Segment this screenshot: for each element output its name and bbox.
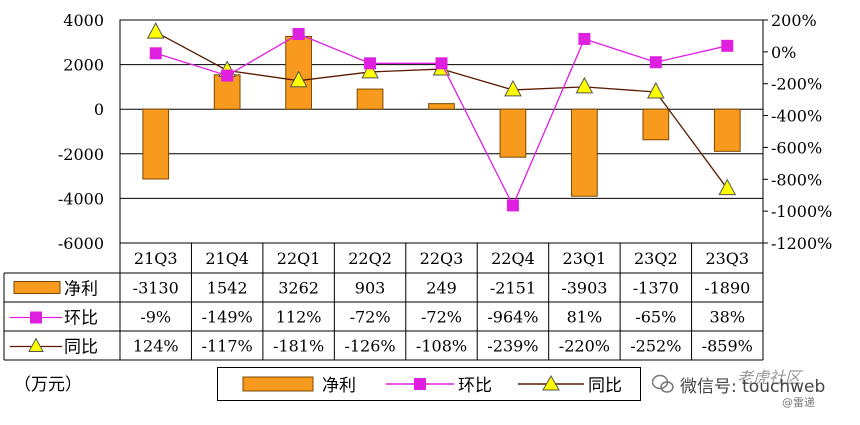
point-hb-23Q2 [649,56,662,69]
bar-series-net-profit [142,35,741,197]
right-tick-label: -800% [771,170,822,189]
bar-21Q3 [142,108,170,180]
right-tick-label: -1200% [771,234,832,253]
right-tick-label: 0% [771,43,796,62]
point-hb-22Q1 [292,28,305,41]
bar-23Q1 [571,108,598,197]
axes: 4000 2000 0 -2000 -4000 -6000 200% 0% -200% -400%… [58,11,832,253]
point-tb-22Q4 [504,79,522,97]
bar-21Q4 [213,74,241,110]
point-hb-23Q3 [721,39,734,52]
data-label: -859% [702,337,753,356]
point-hb-23Q1 [578,32,591,45]
data-label: -126% [344,337,395,356]
bar-23Q2 [642,108,670,141]
left-tick-label: 4000 [63,11,104,30]
category-label: 23Q1 [563,249,607,268]
data-label: 903 [355,279,386,298]
category-label: 22Q1 [277,249,321,268]
point-tb-21Q3 [146,22,165,39]
data-label: 124% [133,337,179,356]
data-label: -3130 [133,279,179,298]
data-label: -964% [487,308,538,327]
point-hb-21Q3 [149,47,162,60]
right-tick-label: -200% [771,75,822,94]
data-label: 3262 [278,279,319,298]
table-key-bar [13,281,61,294]
data-label: -72% [421,308,462,327]
watermark-text: 微信号: touchweb [680,377,826,397]
point-tb-23Q3 [718,178,737,196]
data-label: 112% [276,308,322,327]
bar-22Q2 [356,88,384,110]
right-tick-label: -400% [771,107,822,126]
data-label: 249 [426,279,457,298]
data-label: -9% [140,308,171,327]
watermark-sub: @雷递 [782,396,815,409]
point-tb-22Q1 [289,70,308,88]
data-label: -3903 [561,279,607,298]
table-key-square [30,311,42,324]
category-label: 22Q4 [491,249,535,268]
bar-22Q4 [499,108,527,158]
data-label: -239% [487,337,538,356]
data-label: -220% [559,337,610,356]
left-tick-label: 2000 [63,56,104,75]
data-label: -65% [635,308,676,327]
point-tb-22Q2 [361,61,379,79]
right-tick-label: -600% [771,138,822,157]
point-hb-22Q4 [506,199,519,212]
watermark: 老虎社区 微信号: touchweb @雷递 [652,368,852,410]
legend: 净利 环比 同比 [217,367,641,401]
data-label: 1542 [207,279,248,298]
legend-label-hb: 环比 [458,376,492,396]
category-label: 23Q3 [705,249,749,268]
data-table: 21Q3 21Q4 22Q1 22Q2 22Q3 22Q4 23Q1 23Q2 23Q3 净利 -3… [3,242,764,361]
data-label: -252% [630,337,681,356]
category-label: 22Q2 [348,249,392,268]
legend-label-tb: 同比 [588,376,622,396]
legend-square-marker [414,378,426,390]
watermark-brand: 老虎社区 [737,368,802,387]
data-label: -117% [202,337,253,356]
data-label: -108% [416,337,467,356]
left-tick-label: 0 [94,100,104,119]
line-series-tb [155,31,728,190]
category-label: 21Q3 [134,249,178,268]
right-tick-label: -1000% [771,202,832,221]
wechat-icon [652,374,674,393]
point-hb-22Q2 [364,57,377,70]
point-tb-23Q1 [575,76,594,94]
left-tick-label: -2000 [58,145,104,164]
data-label: -1370 [633,279,679,298]
category-label: 22Q3 [420,249,464,268]
data-label: 38% [709,308,745,327]
data-label: -72% [350,308,391,327]
bar-22Q3 [428,103,455,110]
data-label: -181% [273,337,324,356]
table-row-label: 同比 [64,338,98,358]
left-tick-label: -6000 [58,234,104,253]
point-hb-21Q4 [221,69,234,82]
table-key-triangle [28,337,44,352]
data-label: -149% [202,308,253,327]
category-label: 21Q4 [205,249,249,268]
legend-bar-swatch [242,376,314,392]
data-label: -2151 [490,279,536,298]
bar-23Q3 [713,108,741,152]
left-tick-label: -4000 [58,189,104,208]
point-hb-22Q3 [435,57,448,70]
right-tick-label: 200% [771,11,817,30]
data-label: 81% [567,308,603,327]
unit-label: （万元） [14,375,82,395]
table-row-label: 净利 [64,280,98,300]
legend-label-net-profit: 净利 [322,376,356,396]
data-label: -1890 [704,279,750,298]
point-tb-23Q2 [646,81,665,99]
category-label: 23Q2 [634,249,678,268]
line-series [146,22,737,212]
table-row-label: 环比 [64,309,98,329]
legend-triangle-marker [542,374,560,391]
